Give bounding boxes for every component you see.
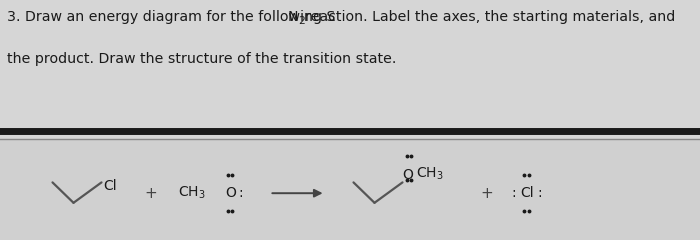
Text: reaction. Label the axes, the starting materials, and: reaction. Label the axes, the starting m…	[305, 10, 676, 24]
Text: :: :	[511, 186, 516, 200]
Text: $\mathregular{CH_3}$: $\mathregular{CH_3}$	[416, 166, 444, 182]
Text: 2: 2	[298, 16, 304, 26]
Text: N: N	[288, 10, 298, 24]
Text: O: O	[402, 168, 414, 182]
Text: :: :	[538, 186, 542, 200]
Text: Cl: Cl	[104, 179, 117, 193]
Text: :: :	[238, 186, 243, 200]
Text: $\mathregular{CH_3\!}$: $\mathregular{CH_3\!}$	[178, 185, 206, 201]
Text: +: +	[144, 186, 157, 201]
Bar	[0, 140, 700, 240]
Text: the product. Draw the structure of the transition state.: the product. Draw the structure of the t…	[7, 52, 396, 66]
Text: O: O	[225, 186, 237, 200]
Text: +: +	[480, 186, 493, 201]
Text: 3. Draw an energy diagram for the following S: 3. Draw an energy diagram for the follow…	[7, 10, 335, 24]
Text: Cl: Cl	[520, 186, 533, 200]
